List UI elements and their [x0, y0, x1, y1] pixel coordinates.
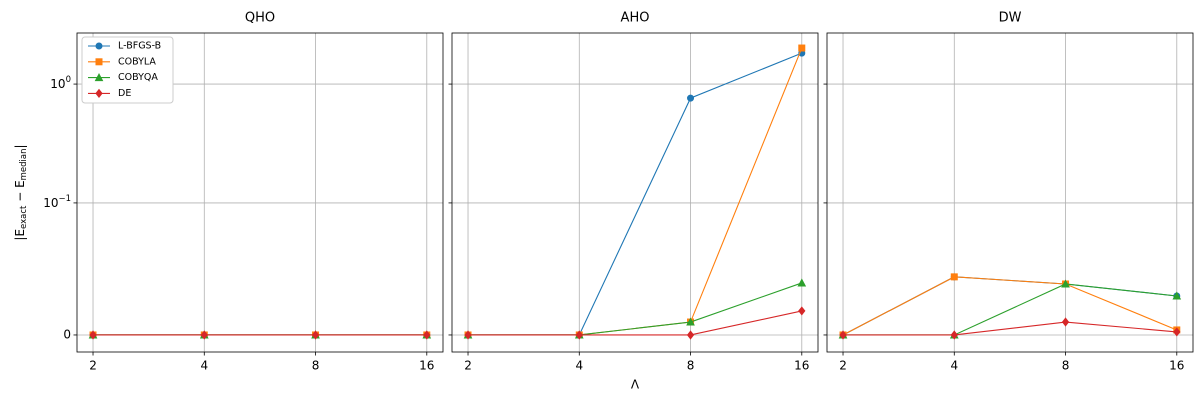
legend-label: L-BFGS-B [118, 41, 161, 52]
x-tick-label: 16 [1169, 359, 1184, 373]
legend-marker [95, 88, 103, 99]
x-tick-label: 8 [687, 359, 695, 373]
tick-exponent: −1 [58, 193, 71, 203]
marker [839, 330, 847, 340]
series-line [468, 47, 803, 336]
x-tick-label: 4 [575, 359, 583, 373]
marker [575, 330, 583, 340]
legend-label: COBYQA [118, 72, 158, 83]
x-tick-label: 8 [312, 359, 320, 373]
x-tick-label: 4 [200, 359, 208, 373]
marker [798, 44, 806, 52]
legend-label: DE [118, 88, 131, 99]
label-text: | [13, 144, 27, 148]
marker [686, 330, 695, 340]
series-line [842, 276, 1177, 336]
marker [1061, 317, 1070, 327]
series-line [468, 310, 802, 336]
panel-title: DW [999, 11, 1022, 26]
x-tick-label: 2 [89, 359, 97, 373]
marker [1173, 327, 1181, 337]
x-tick-label: 4 [950, 359, 958, 373]
marker [200, 330, 208, 340]
series-line [843, 321, 1177, 336]
axes-frame [76, 32, 444, 353]
panel-title: AHO [621, 11, 650, 26]
marker [798, 306, 806, 316]
legend-label: COBYLA [118, 56, 156, 67]
marker [686, 317, 695, 326]
x-tick-label: 2 [464, 359, 472, 373]
tick-base: 10 [43, 195, 58, 209]
x-tick-label: 16 [419, 359, 434, 373]
tick-base: 10 [50, 77, 65, 91]
x-tick-label: 16 [794, 359, 809, 373]
y-tick-label: 100 [50, 75, 71, 91]
marker [311, 330, 320, 340]
marker [950, 273, 958, 281]
legend-marker [94, 73, 104, 82]
legend-marker [95, 58, 103, 66]
marker [423, 330, 431, 340]
label-subscript: exact [19, 205, 29, 229]
marker [687, 94, 695, 102]
y-tick-label: 10−1 [43, 193, 71, 209]
x-axis-label: Λ [631, 378, 640, 392]
legend: L-BFGS-B COBYLA COBYQA DE [81, 36, 174, 104]
y-axis-label: |Eexact − Emedian| [13, 144, 29, 240]
series-line [842, 276, 1177, 336]
axes-frame [451, 32, 819, 353]
legend-box [81, 36, 174, 104]
tick-exponent: 0 [66, 75, 71, 85]
series-line [468, 52, 802, 336]
x-tick-label: 2 [839, 359, 847, 373]
marker [1061, 279, 1070, 288]
marker [1172, 291, 1182, 300]
legend-marker [95, 42, 103, 50]
y-tick-label: 0 [63, 327, 71, 341]
panel-title: QHO [245, 11, 275, 26]
series-line [468, 282, 802, 336]
marker [89, 330, 97, 340]
marker [797, 278, 807, 287]
marker [464, 330, 472, 340]
x-tick-label: 8 [1062, 359, 1070, 373]
label-text: − E [13, 180, 27, 205]
marker [950, 330, 958, 340]
label-subscript: median [19, 148, 29, 180]
label-text: |E [13, 229, 27, 241]
axes-frame [826, 32, 1194, 353]
